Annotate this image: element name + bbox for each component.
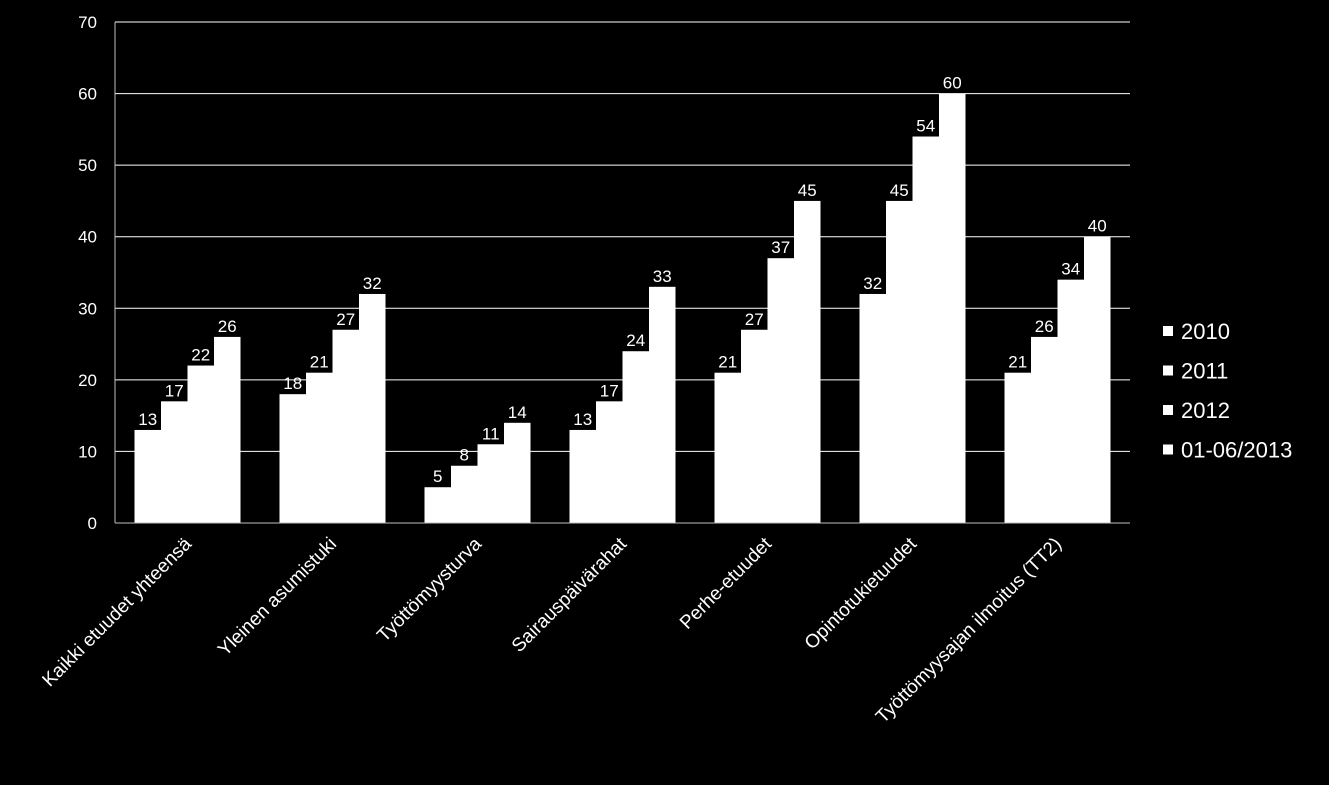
bar-4-3 <box>794 200 821 523</box>
data-label: 26 <box>218 317 237 336</box>
data-label: 37 <box>771 238 790 257</box>
data-label: 17 <box>165 381 184 400</box>
y-axis-ticks: 0 10 20 30 40 50 60 70 <box>78 13 97 533</box>
category-label: Perhe-etuudet <box>676 533 777 634</box>
category-label: Työttömyysturva <box>373 533 486 646</box>
bar-3-0 <box>569 429 596 523</box>
data-label: 32 <box>863 274 882 293</box>
bar-6-1 <box>1031 336 1058 523</box>
data-label: 21 <box>310 353 329 372</box>
category-label: Sairauspäivärahat <box>508 533 632 657</box>
data-label: 8 <box>460 446 469 465</box>
legend: 2010 2011 2012 01-06/2013 <box>1163 319 1292 463</box>
data-label: 40 <box>1088 217 1107 236</box>
bar-0-2 <box>187 365 214 523</box>
bar-4-0 <box>714 372 741 523</box>
bar-4-2 <box>767 258 794 523</box>
y-tick-label: 0 <box>88 514 97 533</box>
legend-swatch <box>1163 405 1173 415</box>
legend-label: 2010 <box>1181 319 1230 344</box>
bar-6-2 <box>1057 279 1084 523</box>
data-label: 13 <box>138 410 157 429</box>
data-label: 54 <box>916 117 935 136</box>
bar-5-3 <box>939 93 966 524</box>
bar-0-1 <box>161 401 188 523</box>
legend-swatch <box>1163 326 1173 336</box>
data-label: 21 <box>1008 353 1027 372</box>
bar-6-3 <box>1084 236 1111 523</box>
bar-2-0 <box>424 487 451 523</box>
y-tick-label: 60 <box>78 85 97 104</box>
data-label: 32 <box>363 274 382 293</box>
bar-2-2 <box>477 444 504 523</box>
bar-1-0 <box>279 394 306 523</box>
category-labels: Kaikki etuudet yhteensä Yleinen asumistuk… <box>39 533 1067 728</box>
legend-label: 2011 <box>1181 359 1228 384</box>
data-label: 21 <box>718 353 737 372</box>
axes <box>114 22 1130 524</box>
bar-2-3 <box>504 422 531 523</box>
data-label: 17 <box>600 381 619 400</box>
bar-1-2 <box>332 329 359 523</box>
legend-label: 01-06/2013 <box>1181 438 1292 463</box>
legend-swatch <box>1163 444 1173 455</box>
y-tick-label: 10 <box>78 442 97 461</box>
data-label: 60 <box>943 74 962 93</box>
gridlines <box>115 21 1130 452</box>
category-label: Kaikki etuudet yhteensä <box>39 533 197 691</box>
bar-5-1 <box>886 200 913 523</box>
y-tick-label: 50 <box>78 156 97 175</box>
data-labels: 13 18 5 13 21 32 21 17 21 8 17 27 45 26 22 27 11 24 37 54 34… <box>138 74 1106 487</box>
data-label: 5 <box>433 467 442 486</box>
bar-1-3 <box>359 293 386 523</box>
bar-1-1 <box>306 372 333 523</box>
y-tick-label: 70 <box>78 13 97 32</box>
data-label: 22 <box>191 346 210 365</box>
data-label: 27 <box>745 310 764 329</box>
data-label: 45 <box>798 181 817 200</box>
data-label: 11 <box>482 424 500 443</box>
legend-label: 2012 <box>1181 398 1230 423</box>
legend-swatch <box>1163 365 1173 376</box>
bar-4-1 <box>741 329 768 523</box>
bar-3-3 <box>649 286 676 523</box>
data-label: 26 <box>1035 317 1054 336</box>
bar-2-1 <box>451 465 478 523</box>
data-label: 27 <box>336 310 355 329</box>
data-label: 33 <box>653 267 672 286</box>
bar-0-3 <box>214 336 241 523</box>
bar-3-2 <box>622 351 649 523</box>
data-label: 45 <box>890 181 909 200</box>
category-label: Opintotukietuudet <box>801 533 922 654</box>
y-tick-label: 40 <box>78 228 97 247</box>
bars <box>134 93 1111 524</box>
y-tick-label: 20 <box>78 371 97 390</box>
data-label: 24 <box>626 331 645 350</box>
data-label: 34 <box>1061 260 1080 279</box>
bar-5-2 <box>912 136 939 523</box>
data-label: 14 <box>508 403 527 422</box>
bar-5-0 <box>859 293 886 523</box>
category-label: Yleinen asumistuki <box>214 534 341 661</box>
bar-6-0 <box>1004 372 1031 523</box>
bar-0-0 <box>134 429 161 523</box>
data-label: 13 <box>573 410 592 429</box>
data-label: 18 <box>283 374 302 393</box>
bar-3-1 <box>596 401 623 523</box>
y-tick-label: 30 <box>78 299 97 318</box>
